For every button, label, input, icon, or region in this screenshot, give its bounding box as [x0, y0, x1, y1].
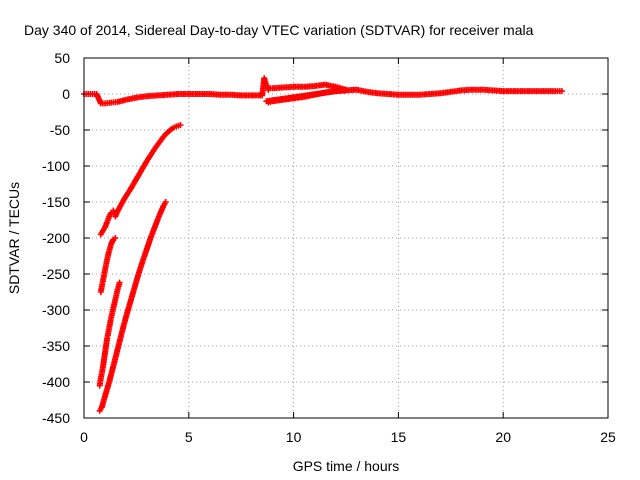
- y-tick-label: -300: [42, 302, 70, 318]
- y-tick-label: -350: [42, 338, 70, 354]
- plot-frame: [83, 57, 609, 419]
- series-descent-D: [96, 199, 169, 414]
- x-tick-label: 15: [391, 429, 407, 445]
- data-layer: [81, 75, 565, 414]
- x-tick-label: 25: [600, 429, 616, 445]
- series-descent-C: [96, 279, 123, 389]
- x-axis-title: GPS time / hours: [293, 458, 400, 474]
- x-tick-label: 10: [286, 429, 302, 445]
- chart-title: Day 340 of 2014, Sidereal Day-to-day VTE…: [24, 22, 534, 38]
- series-descent-A: [97, 122, 184, 238]
- series-descent-B: [97, 235, 119, 295]
- data-point: [116, 279, 123, 286]
- y-tick-label: -250: [42, 266, 70, 282]
- y-tick-label: -100: [42, 158, 70, 174]
- data-point: [162, 199, 169, 205]
- data-point: [112, 235, 119, 241]
- data-point: [177, 122, 184, 128]
- y-tick-label: -450: [42, 410, 70, 426]
- series-near-zero-track: [81, 75, 565, 107]
- y-tick-label: -400: [42, 374, 70, 390]
- data-point: [558, 88, 565, 95]
- x-tick-label: 5: [185, 429, 193, 445]
- y-tick-label: -50: [50, 122, 70, 138]
- y-tick-label: 0: [62, 86, 70, 102]
- y-tick-label: 50: [54, 50, 70, 66]
- x-tick-label: 0: [80, 429, 88, 445]
- y-tick-label: -150: [42, 194, 70, 210]
- x-tick-label: 20: [495, 429, 511, 445]
- y-axis-title: SDTVAR / TECUs: [6, 182, 22, 294]
- y-tick-label: -200: [42, 230, 70, 246]
